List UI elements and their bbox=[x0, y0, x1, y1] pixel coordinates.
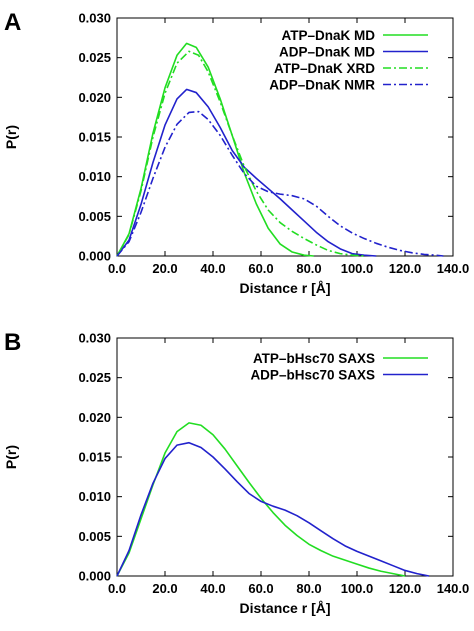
x-tick-label: 80.0 bbox=[296, 261, 321, 276]
x-tick-label: 140.0 bbox=[437, 261, 470, 276]
legend: ATP–bHsc70 SAXS ADP–bHsc70 SAXS bbox=[250, 351, 428, 383]
y-tick-label: 0.010 bbox=[78, 489, 111, 504]
y-tick-label: 0.005 bbox=[78, 529, 111, 544]
series-line-2 bbox=[116, 88, 377, 257]
y-axis-label: P(r) bbox=[3, 125, 19, 149]
x-tick-label: 140.0 bbox=[437, 581, 470, 596]
panel-letter-a: A bbox=[4, 9, 21, 36]
x-tick-label: 100.0 bbox=[341, 581, 374, 596]
chart-panel-a: 0.0 20.0 40.0 60.0 80.0 100.0 120.0 140.0 0.000 0… bbox=[3, 11, 469, 297]
y-tick-label: 0.030 bbox=[78, 11, 111, 26]
series-line-1 bbox=[116, 42, 314, 257]
y-axis-label: P(r) bbox=[3, 445, 19, 469]
y-tick-label: 0.000 bbox=[78, 569, 111, 584]
x-tick-label: 60.0 bbox=[248, 581, 273, 596]
series-line-4 bbox=[116, 110, 444, 257]
y-tick-label: 0.030 bbox=[78, 331, 111, 346]
legend-label-4: ADP–DnaK NMR bbox=[269, 78, 375, 93]
series-line-3 bbox=[116, 50, 365, 257]
legend-label-2: ADP–bHsc70 SAXS bbox=[250, 368, 375, 383]
series-line-2 bbox=[116, 441, 430, 577]
x-tick-label: 120.0 bbox=[389, 261, 422, 276]
y-tick-label: 0.005 bbox=[78, 209, 111, 224]
x-tick-label: 20.0 bbox=[152, 261, 177, 276]
y-tick-label: 0.025 bbox=[78, 370, 111, 385]
legend-label-1: ATP–bHsc70 SAXS bbox=[253, 351, 375, 366]
x-tick-label: 20.0 bbox=[152, 581, 177, 596]
y-tick-label: 0.015 bbox=[78, 450, 111, 465]
y-tick-label: 0.010 bbox=[78, 169, 111, 184]
panel-letter-b: B bbox=[4, 329, 21, 356]
x-tick-label: 0.0 bbox=[108, 581, 126, 596]
y-tick-label: 0.020 bbox=[78, 90, 111, 105]
x-axis-label: Distance r [Å] bbox=[239, 600, 330, 616]
y-tick-label: 0.000 bbox=[78, 249, 111, 264]
x-tick-label: 40.0 bbox=[200, 581, 225, 596]
series-line-1 bbox=[116, 422, 406, 577]
y-tick-label: 0.025 bbox=[78, 50, 111, 65]
x-tick-label: 60.0 bbox=[248, 261, 273, 276]
x-axis-label: Distance r [Å] bbox=[239, 280, 330, 296]
x-tick-label: 100.0 bbox=[341, 261, 374, 276]
y-tick-label: 0.020 bbox=[78, 410, 111, 425]
legend-label-3: ATP–DnaK XRD bbox=[274, 61, 375, 76]
x-tick-label: 120.0 bbox=[389, 581, 422, 596]
y-tick-label: 0.015 bbox=[78, 130, 111, 145]
x-tick-label: 80.0 bbox=[296, 581, 321, 596]
legend-label-1: ATP–DnaK MD bbox=[281, 28, 375, 43]
legend-label-2: ADP–DnaK MD bbox=[279, 45, 375, 60]
x-tick-label: 40.0 bbox=[200, 261, 225, 276]
x-tick-label: 0.0 bbox=[108, 261, 126, 276]
chart-panel-b: 0.0 20.0 40.0 60.0 80.0 100.0 120.0 140.0 0.000 0… bbox=[3, 331, 469, 617]
